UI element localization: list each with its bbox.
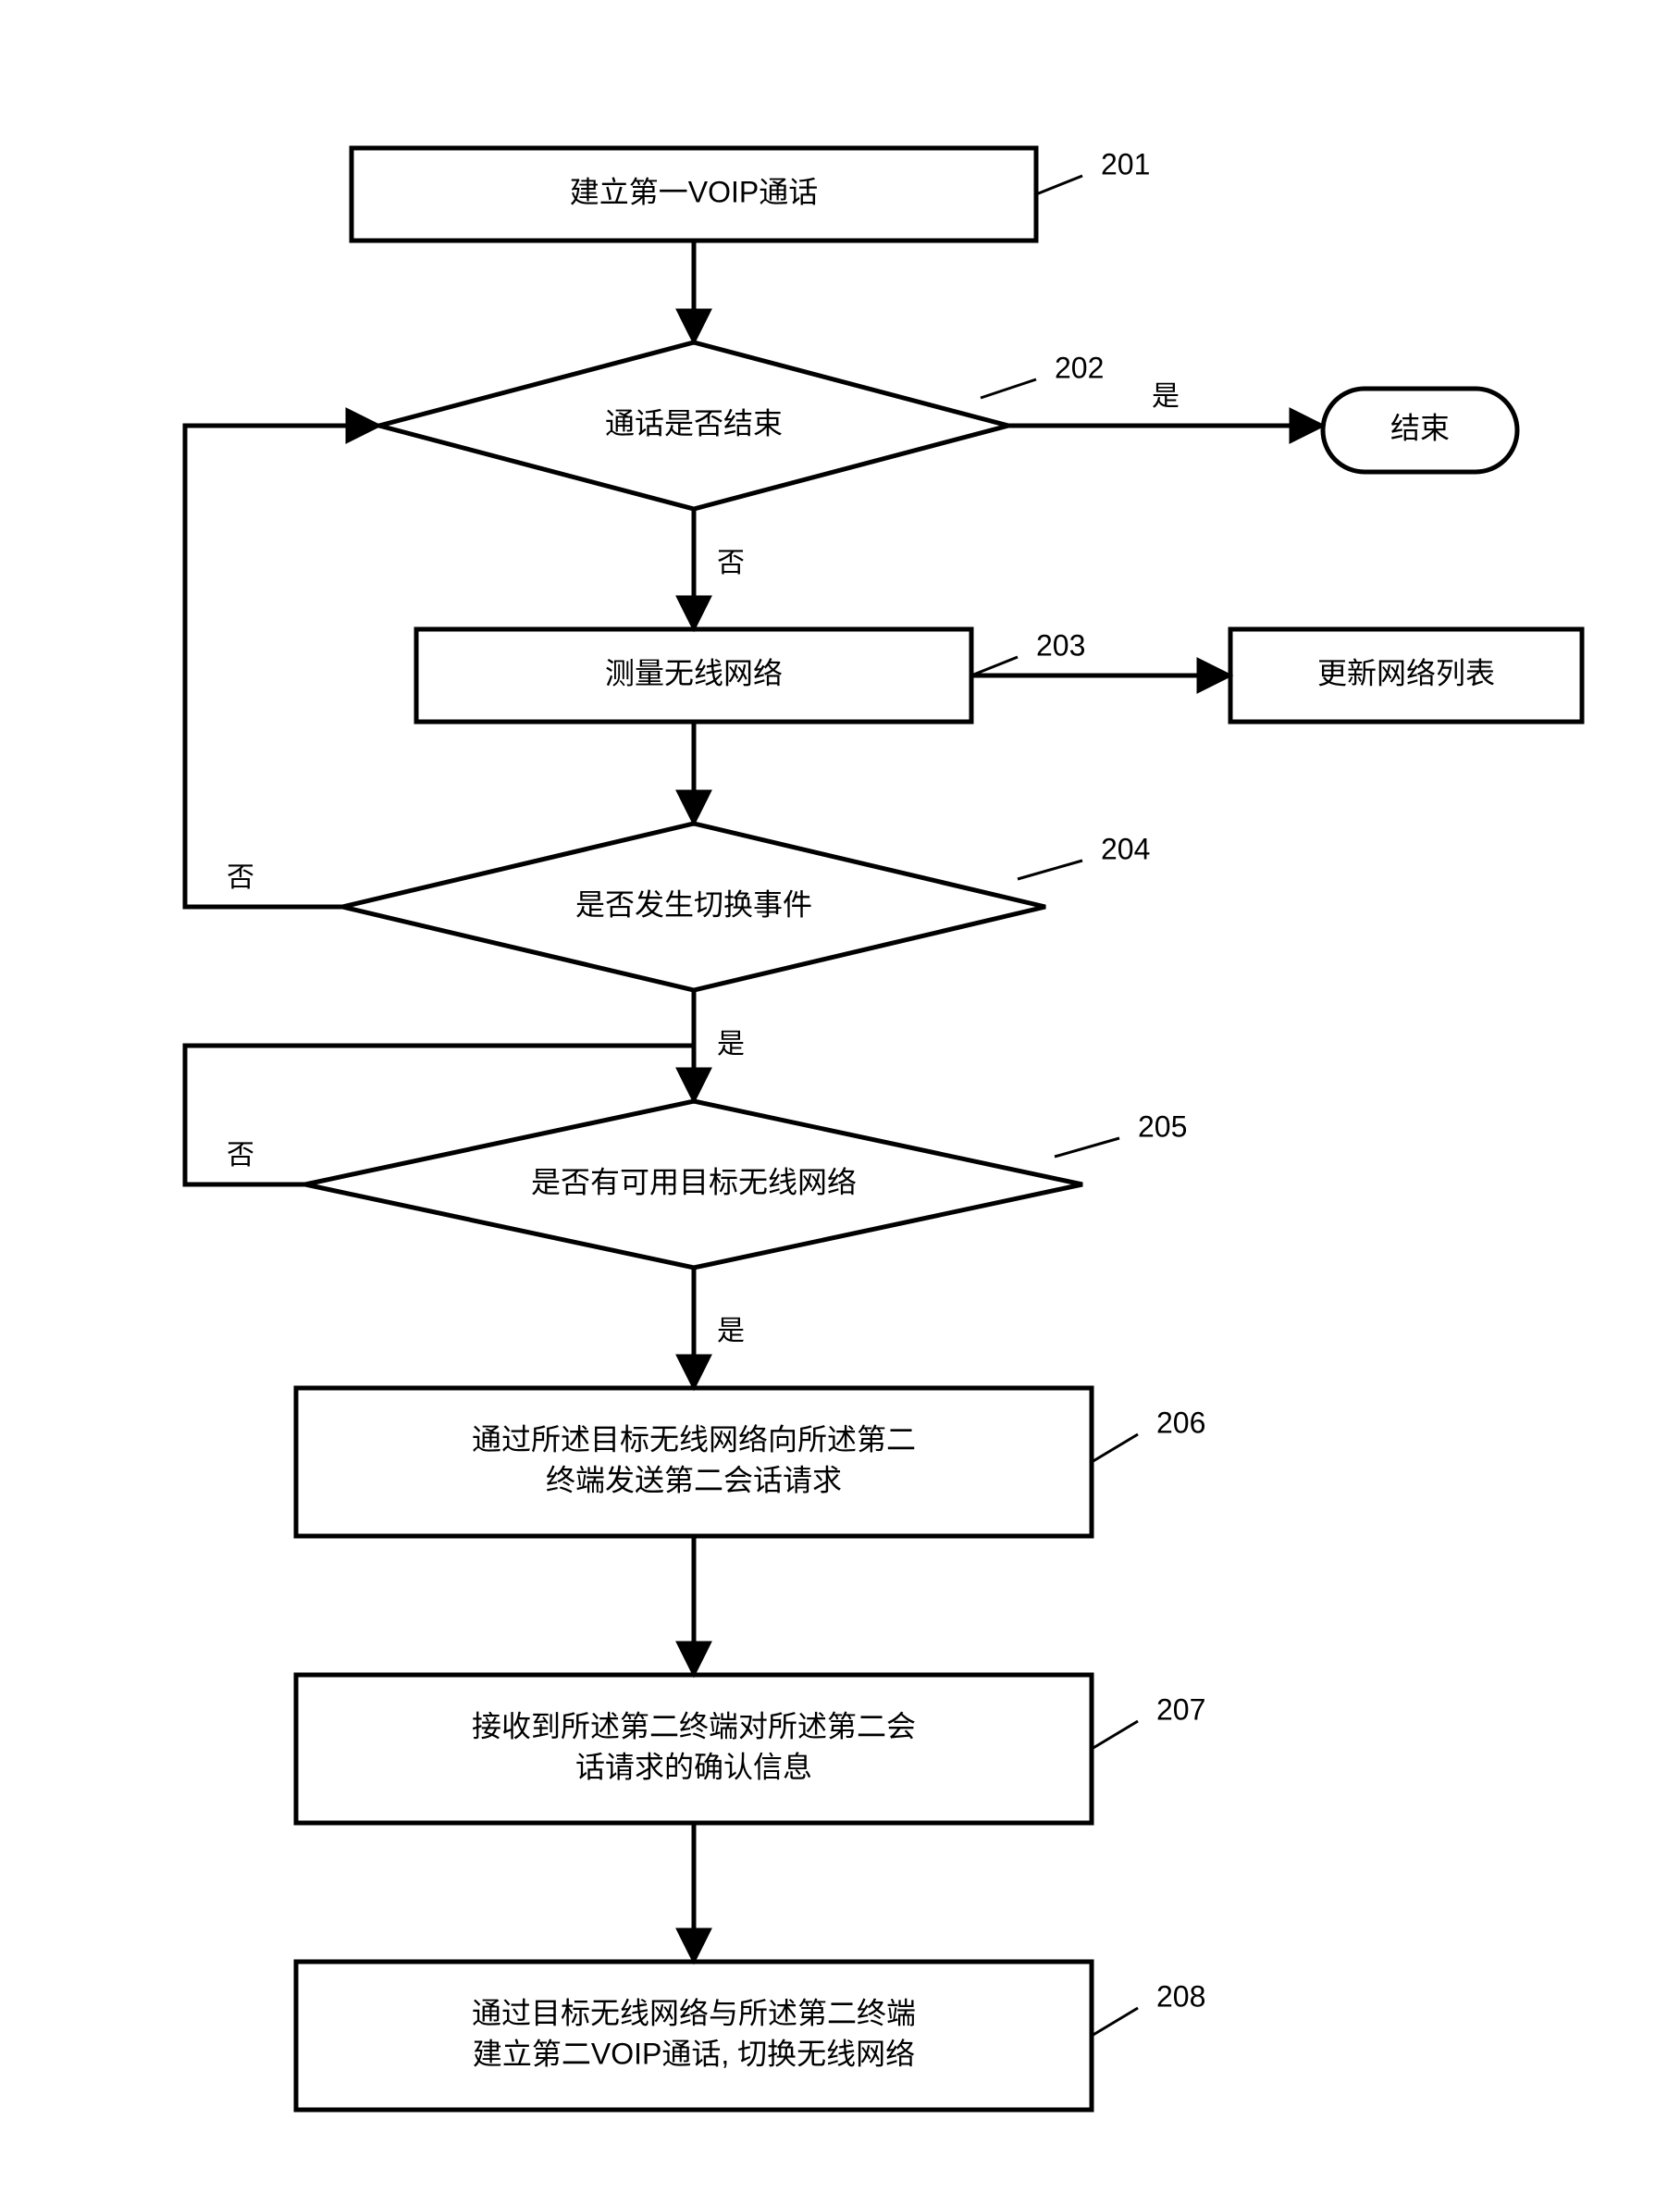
leader-line [1055, 1138, 1119, 1157]
node-n201: 建立第一VOIP通话 201 [352, 147, 1150, 241]
node-text: 建立第二VOIP通话, 切换无线网络 [473, 2037, 915, 2070]
node-n205: 是否有可用目标无线网络 205 [305, 1101, 1187, 1268]
node-text: 更新网络列表 [1317, 656, 1495, 689]
leader-line [1092, 1434, 1138, 1462]
leader-line [1092, 2008, 1138, 2036]
node-n207: 接收到所述第二终端对所述第二会话请求的确认信息 207 [296, 1675, 1205, 1823]
leader-line [1018, 861, 1082, 879]
edge-label: 是 [1152, 381, 1180, 412]
flowchart: 建立第一VOIP通话201通话是否结束202结束测量无线网络203更新网络列表是… [0, 0, 1680, 2206]
node-text: 接收到所述第二终端对所述第二会 [472, 1709, 916, 1742]
leader-line [971, 657, 1018, 675]
edge-label: 是 [717, 1029, 745, 1060]
edge-label: 否 [717, 548, 745, 578]
node-text: 是否有可用目标无线网络 [531, 1165, 857, 1198]
leader-line [1092, 1721, 1138, 1749]
node-end: 结束 [1323, 389, 1517, 472]
edge-label: 否 [227, 862, 254, 893]
leader-line [981, 379, 1036, 398]
step-label: 208 [1156, 1979, 1205, 2013]
node-text: 终端发送第二会话请求 [546, 1463, 842, 1496]
step-label: 207 [1156, 1692, 1205, 1726]
step-label: 206 [1156, 1406, 1205, 1439]
node-text: 通过所述目标无线网络向所述第二 [472, 1422, 916, 1456]
step-label: 202 [1055, 351, 1104, 384]
node-text: 测量无线网络 [605, 656, 783, 689]
leader-line [1036, 176, 1082, 194]
step-label: 203 [1036, 628, 1085, 662]
node-text: 通过目标无线网络与所述第二终端 [472, 1996, 916, 2029]
node-text: 是否发生切换事件 [575, 887, 812, 921]
edge [185, 426, 379, 907]
step-label: 205 [1138, 1109, 1187, 1143]
edge [185, 1046, 694, 1184]
node-n206: 通过所述目标无线网络向所述第二终端发送第二会话请求 206 [296, 1388, 1205, 1536]
node-text: 建立第一VOIP通话 [570, 175, 818, 208]
node-text: 通话是否结束 [605, 406, 783, 440]
step-label: 201 [1101, 147, 1150, 180]
edge-label: 否 [227, 1140, 254, 1171]
edge-label: 是 [717, 1316, 745, 1346]
node-text: 结束 [1390, 411, 1450, 444]
node-n204: 是否发生切换事件 204 [342, 824, 1150, 990]
node-n202: 通话是否结束 202 [379, 342, 1104, 509]
node-n208: 通过目标无线网络与所述第二终端建立第二VOIP通话, 切换无线网络 208 [296, 1962, 1205, 2110]
step-label: 204 [1101, 832, 1150, 865]
node-text: 话请求的确认信息 [575, 1750, 812, 1783]
node-upd: 更新网络列表 [1230, 629, 1582, 722]
